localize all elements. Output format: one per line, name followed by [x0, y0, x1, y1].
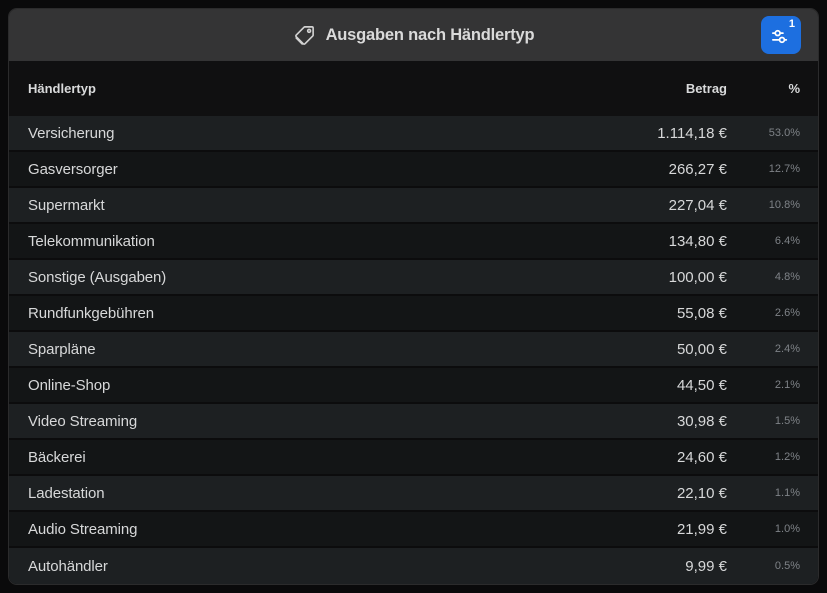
merchant-type-cell: Audio Streaming: [28, 520, 138, 538]
column-header-merchant-type[interactable]: Händlertyp: [28, 81, 96, 96]
merchant-type-cell: Rundfunkgebühren: [28, 304, 155, 322]
amount-cell: 50,00 €: [676, 340, 727, 358]
percent-cell: 2.6%: [774, 307, 800, 319]
table-row[interactable]: Video Streaming 30,98 € 1.5%: [9, 404, 818, 440]
tag-icon: [293, 24, 316, 47]
table-row[interactable]: Gasversorger 266,27 € 12.7%: [9, 152, 818, 188]
amount-cell: 227,04 €: [668, 196, 727, 214]
merchant-type-cell: Video Streaming: [28, 412, 138, 430]
percent-cell: 53.0%: [768, 127, 800, 139]
filter-button[interactable]: 1: [761, 16, 801, 54]
panel-header: Ausgaben nach Händlertyp 1: [9, 9, 818, 61]
amount-cell: 22,10 €: [676, 484, 727, 502]
panel-title-group: Ausgaben nach Händlertyp: [293, 24, 535, 47]
merchant-type-cell: Bäckerei: [28, 448, 86, 466]
merchant-type-cell: Gasversorger: [28, 160, 118, 178]
amount-cell: 55,08 €: [676, 304, 727, 322]
amount-cell: 1.114,18 €: [657, 124, 727, 142]
column-header-percent[interactable]: %: [788, 81, 800, 96]
amount-cell: 24,60 €: [676, 448, 727, 466]
table-row[interactable]: Bäckerei 24,60 € 1.2%: [9, 440, 818, 476]
merchant-type-cell: Ladestation: [28, 484, 105, 502]
table-row[interactable]: Sonstige (Ausgaben) 100,00 € 4.8%: [9, 260, 818, 296]
table-row[interactable]: Versicherung 1.114,18 € 53.0%: [9, 116, 818, 152]
merchant-type-cell: Versicherung: [28, 124, 115, 142]
merchant-type-cell: Sparpläne: [28, 340, 96, 358]
expenses-panel: Ausgaben nach Händlertyp 1 Händlertyp Be…: [8, 8, 819, 585]
table-row[interactable]: Telekommunikation 134,80 € 6.4%: [9, 224, 818, 260]
amount-cell: 100,00 €: [668, 268, 727, 286]
percent-cell: 0.5%: [774, 560, 800, 572]
percent-cell: 6.4%: [774, 235, 800, 247]
percent-cell: 1.5%: [774, 415, 800, 427]
column-header-amount[interactable]: Betrag: [685, 81, 727, 96]
table-header-row: Händlertyp Betrag %: [9, 61, 818, 116]
table-row[interactable]: Autohändler 9,99 € 0.5%: [9, 548, 818, 584]
percent-cell: 4.8%: [774, 271, 800, 283]
table-row[interactable]: Sparpläne 50,00 € 2.4%: [9, 332, 818, 368]
page-title: Ausgaben nach Händlertyp: [325, 25, 535, 44]
merchant-type-cell: Sonstige (Ausgaben): [28, 268, 167, 286]
sliders-icon: [770, 22, 793, 48]
percent-cell: 1.1%: [774, 487, 800, 499]
table-row[interactable]: Supermarkt 227,04 € 10.8%: [9, 188, 818, 224]
table-body: Versicherung 1.114,18 € 53.0% Gasversorg…: [9, 116, 818, 584]
merchant-type-cell: Telekommunikation: [28, 232, 155, 250]
table-row[interactable]: Rundfunkgebühren 55,08 € 2.6%: [9, 296, 818, 332]
amount-cell: 134,80 €: [668, 232, 727, 250]
table-row[interactable]: Online-Shop 44,50 € 2.1%: [9, 368, 818, 404]
amount-cell: 9,99 €: [685, 557, 727, 575]
amount-cell: 44,50 €: [676, 376, 727, 394]
percent-cell: 2.4%: [774, 343, 800, 355]
percent-cell: 10.8%: [768, 199, 800, 211]
table-row[interactable]: Audio Streaming 21,99 € 1.0%: [9, 512, 818, 548]
table-row[interactable]: Ladestation 22,10 € 1.1%: [9, 476, 818, 512]
percent-cell: 2.1%: [774, 379, 800, 391]
amount-cell: 30,98 €: [676, 412, 727, 430]
merchant-type-cell: Online-Shop: [28, 376, 111, 394]
percent-cell: 12.7%: [768, 163, 800, 175]
merchant-type-cell: Supermarkt: [28, 196, 105, 214]
filter-count-badge: 1: [788, 18, 795, 30]
amount-cell: 21,99 €: [676, 520, 727, 538]
percent-cell: 1.0%: [774, 523, 800, 535]
merchant-type-cell: Autohändler: [28, 557, 108, 575]
percent-cell: 1.2%: [774, 451, 800, 463]
amount-cell: 266,27 €: [668, 160, 727, 178]
